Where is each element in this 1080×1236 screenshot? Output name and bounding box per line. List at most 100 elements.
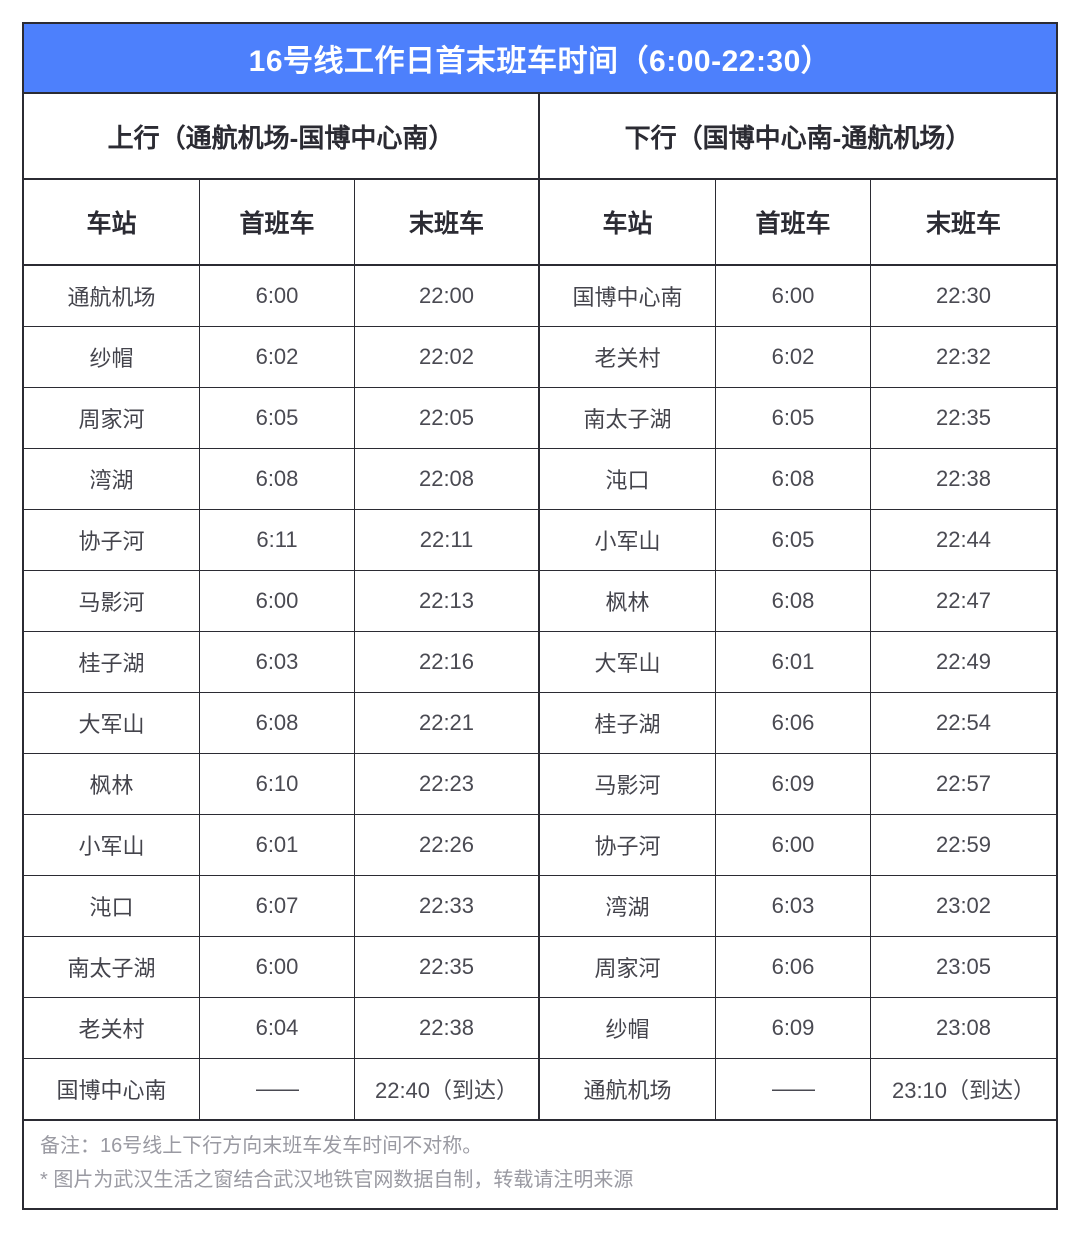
cell-last-train: 22:54 xyxy=(935,710,992,735)
row-right-group: 枫林 6:08 22:47 xyxy=(540,571,1056,631)
cell-first-train: 6:03 xyxy=(200,632,355,692)
cell-first-train: 6:11 xyxy=(200,510,355,570)
cell-station: 南太子湖 xyxy=(24,937,200,997)
row-right-group: 小军山 6:05 22:44 xyxy=(540,510,1056,570)
cell-last-train: 22:38 xyxy=(418,1015,475,1040)
table-row: 小军山 6:01 22:26 协子河 6:00 22:59 xyxy=(24,815,1056,876)
cell-last-train: 22:35 xyxy=(418,954,475,979)
cell-station: 枫林 xyxy=(24,754,200,814)
cell-first-train: 6:04 xyxy=(200,998,355,1058)
title-bar: 16号线工作日首末班车时间（6:00-22:30） xyxy=(24,24,1056,94)
table-row: 国博中心南 —— 22:40（到达） 通航机场 —— 23:10（到达） xyxy=(24,1059,1056,1121)
cell-last-train: 22:47 xyxy=(935,588,992,613)
table-row: 通航机场 6:00 22:00 国博中心南 6:00 22:30 xyxy=(24,266,1056,327)
cell-last-train: 23:02 xyxy=(935,893,992,918)
cell-station: 桂子湖 xyxy=(24,632,200,692)
row-left-group: 湾湖 6:08 22:08 xyxy=(24,449,540,509)
row-right-group: 桂子湖 6:06 22:54 xyxy=(540,693,1056,753)
cell-last-train: 22:08 xyxy=(418,466,475,491)
row-right-group: 南太子湖 6:05 22:35 xyxy=(540,388,1056,448)
cell-last-train: 22:23 xyxy=(418,771,475,796)
column-header-first-down: 首班车 xyxy=(716,180,871,264)
row-left-group: 南太子湖 6:00 22:35 xyxy=(24,937,540,997)
cell-first-train: —— xyxy=(200,1059,355,1119)
cell-last-train: 22:26 xyxy=(418,832,475,857)
cell-last-train: 22:49 xyxy=(935,649,992,674)
table-row: 老关村 6:04 22:38 纱帽 6:09 23:08 xyxy=(24,998,1056,1059)
cell-station: 国博中心南 xyxy=(540,266,716,326)
table-row: 湾湖 6:08 22:08 沌口 6:08 22:38 xyxy=(24,449,1056,510)
cell-first-train: 6:01 xyxy=(716,632,871,692)
cell-first-train: 6:05 xyxy=(716,388,871,448)
cell-last-train: 22:40（到达） xyxy=(374,1078,519,1103)
cell-last-train: 23:08 xyxy=(935,1015,992,1040)
row-right-group: 沌口 6:08 22:38 xyxy=(540,449,1056,509)
column-header-last-up: 末班车 xyxy=(408,210,484,238)
cell-station: 马影河 xyxy=(24,571,200,631)
table-row: 大军山 6:08 22:21 桂子湖 6:06 22:54 xyxy=(24,693,1056,754)
cell-station: 大军山 xyxy=(24,693,200,753)
row-right-group: 纱帽 6:09 23:08 xyxy=(540,998,1056,1058)
row-left-group: 周家河 6:05 22:05 xyxy=(24,388,540,448)
cell-first-train: 6:08 xyxy=(200,693,355,753)
cell-station: 通航机场 xyxy=(540,1059,716,1119)
row-right-group: 协子河 6:00 22:59 xyxy=(540,815,1056,875)
cell-station: 周家河 xyxy=(24,388,200,448)
cell-last-train: 22:05 xyxy=(418,405,475,430)
cell-station: 老关村 xyxy=(24,998,200,1058)
table-row: 周家河 6:05 22:05 南太子湖 6:05 22:35 xyxy=(24,388,1056,449)
timetable-body: 通航机场 6:00 22:00 国博中心南 6:00 22:30 纱帽 6:02 22:02 老关… xyxy=(24,266,1056,1121)
cell-last-train: 22:35 xyxy=(935,405,992,430)
column-header-first-up: 首班车 xyxy=(200,180,355,264)
row-left-group: 通航机场 6:00 22:00 xyxy=(24,266,540,326)
cell-last-train: 23:10（到达） xyxy=(891,1078,1036,1103)
cell-first-train: 6:08 xyxy=(716,571,871,631)
table-row: 纱帽 6:02 22:02 老关村 6:02 22:32 xyxy=(24,327,1056,388)
cell-first-train: 6:02 xyxy=(200,327,355,387)
row-left-group: 桂子湖 6:03 22:16 xyxy=(24,632,540,692)
cell-station: 国博中心南 xyxy=(24,1059,200,1119)
cell-station: 枫林 xyxy=(540,571,716,631)
cell-last-train: 22:16 xyxy=(418,649,475,674)
cell-first-train: 6:06 xyxy=(716,693,871,753)
cell-last-train: 22:33 xyxy=(418,893,475,918)
cell-first-train: 6:10 xyxy=(200,754,355,814)
cell-station: 沌口 xyxy=(24,876,200,936)
cell-last-train: 22:11 xyxy=(419,527,474,552)
cell-last-train: 22:44 xyxy=(935,527,992,552)
cell-first-train: 6:05 xyxy=(716,510,871,570)
cell-last-train: 23:05 xyxy=(935,954,992,979)
row-left-group: 国博中心南 —— 22:40（到达） xyxy=(24,1059,540,1119)
row-left-group: 纱帽 6:02 22:02 xyxy=(24,327,540,387)
row-left-group: 协子河 6:11 22:11 xyxy=(24,510,540,570)
column-header-last-down: 末班车 xyxy=(925,210,1001,238)
row-right-group: 周家河 6:06 23:05 xyxy=(540,937,1056,997)
cell-first-train: 6:08 xyxy=(716,449,871,509)
cell-station: 纱帽 xyxy=(24,327,200,387)
cell-last-train: 22:38 xyxy=(935,466,992,491)
cell-station: 沌口 xyxy=(540,449,716,509)
cell-last-train: 22:02 xyxy=(418,344,475,369)
cell-station: 马影河 xyxy=(540,754,716,814)
footer-notes: 备注：16号线上下行方向末班车发车时间不对称。 * 图片为武汉生活之窗结合武汉地… xyxy=(24,1121,1056,1208)
column-header-station-up: 车站 xyxy=(24,180,200,264)
cell-station: 小军山 xyxy=(24,815,200,875)
cell-station: 周家河 xyxy=(540,937,716,997)
cell-station: 南太子湖 xyxy=(540,388,716,448)
footer-note-asymmetry: 备注：16号线上下行方向末班车发车时间不对称。 xyxy=(40,1135,483,1157)
cell-first-train: 6:06 xyxy=(716,937,871,997)
cell-first-train: 6:09 xyxy=(716,754,871,814)
cell-first-train: 6:09 xyxy=(716,998,871,1058)
cell-first-train: 6:08 xyxy=(200,449,355,509)
row-left-group: 马影河 6:00 22:13 xyxy=(24,571,540,631)
cell-last-train: 22:57 xyxy=(935,771,992,796)
timetable-container: 16号线工作日首末班车时间（6:00-22:30） 上行（通航机场-国博中心南）… xyxy=(22,22,1058,1210)
cell-first-train: 6:00 xyxy=(200,266,355,326)
cell-station: 纱帽 xyxy=(540,998,716,1058)
direction-header-up: 上行（通航机场-国博中心南） xyxy=(24,94,540,178)
cell-first-train: 6:07 xyxy=(200,876,355,936)
column-header-station-down: 车站 xyxy=(540,180,716,264)
cell-station: 大军山 xyxy=(540,632,716,692)
cell-first-train: 6:02 xyxy=(716,327,871,387)
